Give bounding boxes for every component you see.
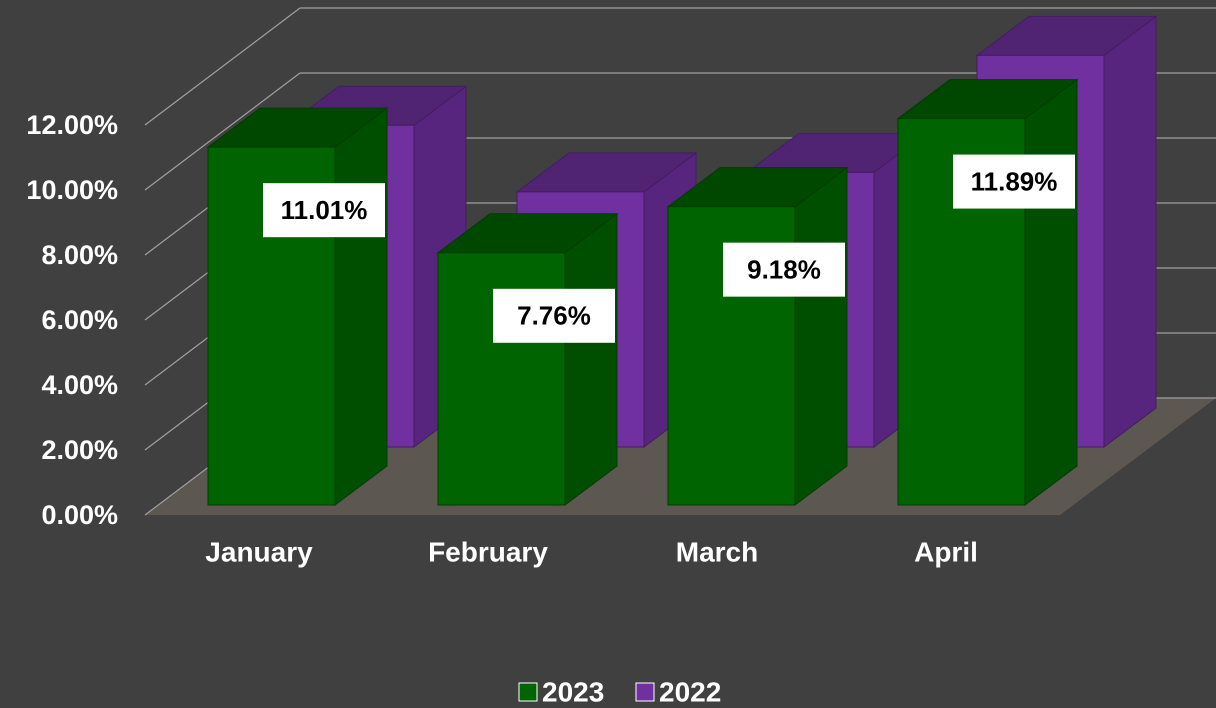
x-tick-label: March <box>676 536 758 567</box>
data-label-box <box>723 242 845 297</box>
bar-side <box>794 166 848 506</box>
y-tick-label: 0.00% <box>41 500 118 530</box>
legend-swatch <box>635 682 655 702</box>
legend-swatch <box>518 682 538 702</box>
data-label-box <box>493 288 615 343</box>
y-tick-label: 12.00% <box>26 110 118 140</box>
data-label-box <box>953 154 1075 209</box>
x-tick-label: April <box>914 536 978 567</box>
grid-line <box>144 7 301 126</box>
legend-label: 2022 <box>659 676 721 707</box>
bar-side <box>334 107 388 506</box>
bar <box>436 212 619 506</box>
data-label: 11.01% <box>281 195 368 225</box>
bar <box>896 78 1079 506</box>
data-label-box <box>263 183 385 238</box>
y-tick-label: 10.00% <box>26 175 118 205</box>
y-tick-label: 4.00% <box>41 370 118 400</box>
grid-line <box>144 72 301 191</box>
bar-side <box>1024 78 1078 506</box>
data-label: 9.18% <box>747 255 821 285</box>
bar-side <box>1103 15 1157 448</box>
x-tick-label: February <box>428 536 548 567</box>
bar <box>666 166 849 506</box>
data-label: 7.76% <box>517 301 591 331</box>
bar <box>206 107 389 506</box>
y-tick-label: 8.00% <box>41 240 118 270</box>
y-tick-label: 2.00% <box>41 435 118 465</box>
y-tick-label: 6.00% <box>41 305 118 335</box>
data-label: 11.89% <box>971 166 1058 196</box>
bar-side <box>564 212 618 506</box>
legend-label: 2023 <box>542 676 604 707</box>
x-tick-label: January <box>205 536 313 567</box>
